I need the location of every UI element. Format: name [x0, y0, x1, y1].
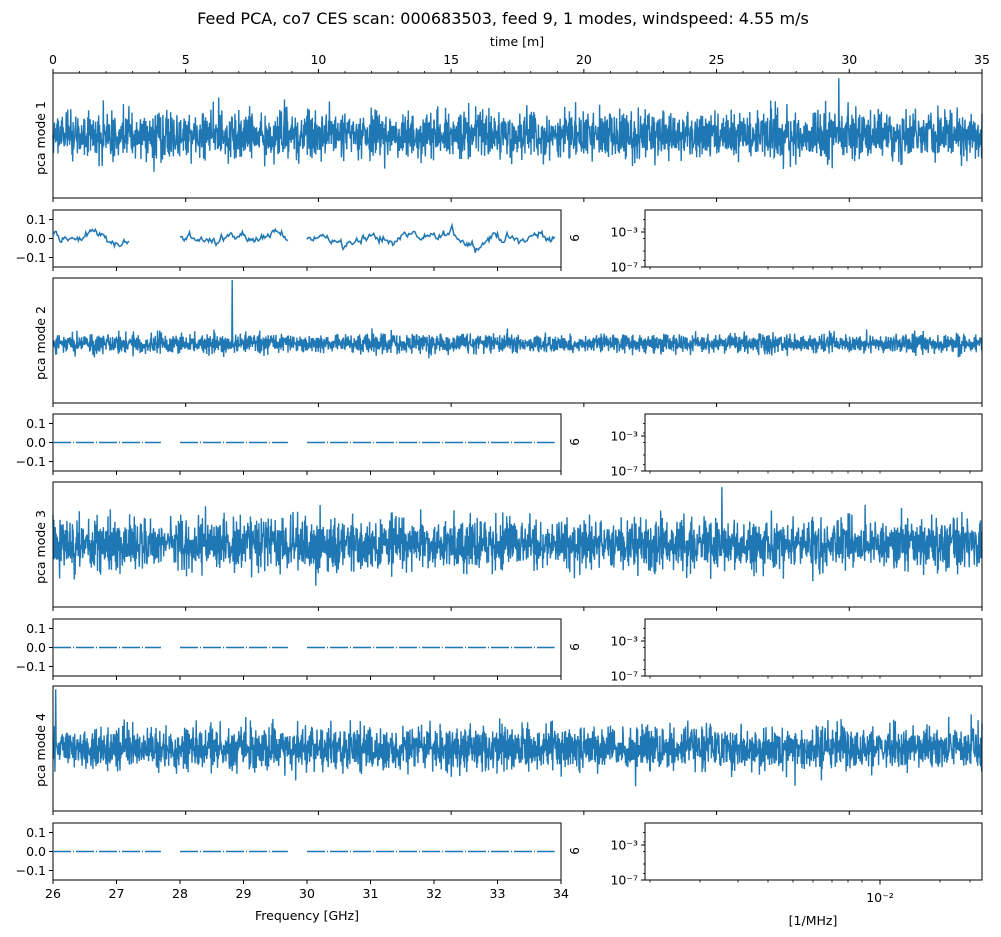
- frequency-ytick-label: −0.1: [16, 250, 46, 265]
- time-tick-label: 5: [182, 52, 190, 67]
- frequency-1-side-label: 9: [567, 234, 581, 242]
- psd-ytick-label: 10⁻⁷: [610, 873, 638, 888]
- psd-3-frame: [644, 618, 983, 677]
- panel-pca-mode-3: pca mode 3: [33, 481, 983, 608]
- frequency-segment-line: [52, 227, 130, 249]
- psd-4-frame: [644, 822, 983, 881]
- time-tick-label: 20: [576, 52, 592, 67]
- psd-ytick-label: 10⁻³: [610, 225, 638, 240]
- frequency-2-side-label: 9: [567, 438, 581, 446]
- time-tick-label: 15: [443, 52, 459, 67]
- frequency-4-side-label: 9: [567, 847, 581, 855]
- frequency-ytick-label: −0.1: [16, 454, 46, 469]
- frequency-ytick-label: 0.1: [26, 212, 46, 227]
- psd-ytick-label: 10⁻⁷: [610, 669, 638, 684]
- panel-pca-mode-1: pca mode 1: [33, 72, 983, 199]
- panel-frequency-4: 9 Frequency [GHz] 0.0 −0.1 0.1 26 27 28 29 30 31…: [16, 822, 581, 923]
- frequency-ytick-label: −0.1: [16, 659, 46, 674]
- frequency-xtick-label: 33: [490, 886, 506, 901]
- frequency-segment-line: [179, 227, 289, 248]
- frequency-ytick-label: 0.1: [26, 825, 46, 840]
- frequency-ytick-label: −0.1: [16, 863, 46, 878]
- frequency-xtick-label: 28: [172, 886, 188, 901]
- frequency-xtick-label: 30: [299, 886, 315, 901]
- frequency-ytick-label: 0.1: [26, 621, 46, 636]
- frequency-3-side-label: 9: [567, 643, 581, 651]
- time-tick-label: 35: [974, 52, 990, 67]
- time-tick-label: 25: [709, 52, 725, 67]
- frequency-axis-label: Frequency [GHz]: [255, 908, 359, 923]
- panel-pca-mode-4: pca mode 4: [33, 685, 983, 812]
- psd-xtick-label: 10⁻²: [866, 890, 894, 905]
- time-tick-label: 0: [49, 52, 57, 67]
- psd-ytick-label: 10⁻³: [610, 838, 638, 853]
- panel-psd-3: 10⁻³ 10⁻⁷: [610, 618, 983, 684]
- frequency-xtick-label: 27: [109, 886, 125, 901]
- panel-psd-1: 10⁻³ 10⁻⁷: [610, 209, 983, 275]
- panel-psd-2: 10⁻³ 10⁻⁷: [610, 413, 983, 479]
- time-series-line: [52, 279, 983, 359]
- frequency-ytick-label: 0.1: [26, 416, 46, 431]
- time-series-line: [52, 689, 983, 787]
- panel-frequency-1: 9 0.1 0.0 −0.1: [16, 209, 581, 271]
- psd-axis-label: [1/MHz]: [789, 913, 838, 928]
- panel-psd-4: [1/MHz] 10⁻³ 10⁻⁷ 10⁻²: [610, 822, 983, 928]
- frequency-ytick-label: 0.0: [26, 231, 46, 246]
- pca-mode-1-trace: [52, 78, 983, 172]
- psd-ytick-label: 10⁻³: [610, 634, 638, 649]
- pca-mode-4-trace: [52, 689, 983, 787]
- frequency-segment-line: [306, 222, 556, 253]
- frequency-ytick-label: 0.0: [26, 435, 46, 450]
- figure-title: Feed PCA, co7 CES scan: 000683503, feed …: [197, 9, 809, 28]
- frequency-xtick-label: 31: [363, 886, 379, 901]
- panel-frequency-2: 9 0.1 0.0 −0.1: [16, 413, 581, 475]
- pca-mode-3-frame: [52, 481, 983, 608]
- panel-pca-mode-2: pca mode 2: [33, 277, 983, 404]
- pca-mode-4-ylabel: pca mode 4: [33, 713, 48, 787]
- psd-1-frame: [644, 209, 983, 268]
- time-tick-label: 30: [841, 52, 857, 67]
- time-tick-label: 10: [310, 52, 326, 67]
- time-series-line: [52, 78, 983, 172]
- pca-mode-3-ylabel: pca mode 3: [33, 510, 48, 584]
- frequency-ytick-label: 0.0: [26, 844, 46, 859]
- pca-mode-1-ylabel: pca mode 1: [33, 101, 48, 175]
- pca-mode-4-frame: [52, 685, 983, 812]
- frequency-xtick-label: 32: [426, 886, 442, 901]
- pca-mode-2-ylabel: pca mode 2: [33, 306, 48, 380]
- time-series-line: [52, 487, 983, 586]
- psd-ytick-label: 10⁻⁷: [610, 260, 638, 275]
- frequency-xtick-label: 34: [553, 886, 569, 901]
- pca-mode-3-trace: [52, 487, 983, 586]
- time-axis-label: time [m]: [490, 34, 544, 49]
- psd-ytick-label: 10⁻³: [610, 429, 638, 444]
- time-axis-ticks: 0 5 10 15 20 25 30 35: [49, 52, 990, 815]
- frequency-xtick-label: 26: [45, 886, 61, 901]
- frequency-xtick-label: 29: [236, 886, 252, 901]
- panel-frequency-3: 9 0.1 0.0 −0.1: [16, 618, 581, 680]
- pca-mode-2-frame: [52, 277, 983, 404]
- psd-ytick-label: 10⁻⁷: [610, 464, 638, 479]
- pca-mode-1-frame: [52, 72, 983, 199]
- pca-mode-2-trace: [52, 279, 983, 359]
- psd-2-frame: [644, 413, 983, 472]
- frequency-ytick-label: 0.0: [26, 640, 46, 655]
